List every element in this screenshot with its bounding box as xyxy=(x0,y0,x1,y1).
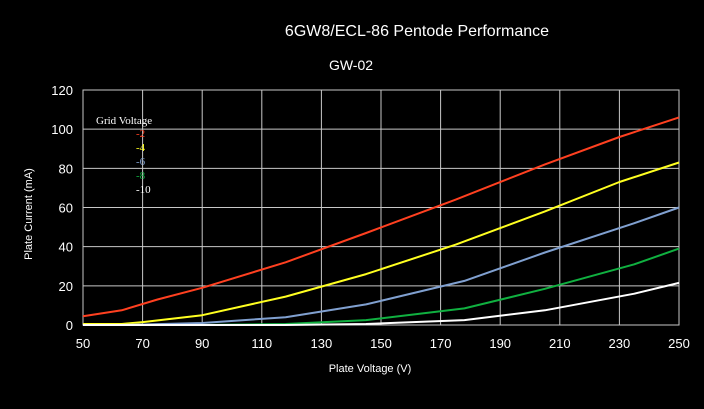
legend: Grid Voltage -2 -4 -6 -8 -10 xyxy=(96,115,152,196)
x-tick-label: 90 xyxy=(195,336,209,351)
legend-title: Grid Voltage xyxy=(96,115,152,127)
legend-entry: -10 xyxy=(136,184,151,196)
x-tick-label: 230 xyxy=(609,336,631,351)
x-tick-label: 190 xyxy=(489,336,511,351)
x-tick-label: 170 xyxy=(430,336,452,351)
legend-entry: -8 xyxy=(136,170,146,182)
legend-entry: -4 xyxy=(136,142,146,154)
y-tick-label: 40 xyxy=(59,240,73,255)
x-tick-label: 150 xyxy=(370,336,392,351)
series-line-neg4 xyxy=(83,161,680,325)
y-tick-label: 100 xyxy=(51,122,73,137)
legend-entry: -2 xyxy=(136,128,145,140)
x-tick-label: 210 xyxy=(549,336,571,351)
y-tick-label: 120 xyxy=(51,83,73,98)
tick-layer: 50 70 90 110 130 150 170 190 210 230 250 0 20 40 60 80 1… xyxy=(51,83,690,351)
x-tick-label: 50 xyxy=(76,336,90,351)
y-tick-label: 0 xyxy=(66,318,73,333)
grid-layer xyxy=(82,89,680,326)
y-axis-label: Plate Current (mA) xyxy=(23,168,35,260)
x-tick-label: 110 xyxy=(251,336,272,351)
x-tick-label: 250 xyxy=(668,336,690,351)
chart-title: 6GW8/ECL-86 Pentode Performance xyxy=(285,23,549,40)
y-tick-label: 20 xyxy=(59,279,73,294)
legend-entry: -6 xyxy=(136,156,146,168)
y-tick-label: 60 xyxy=(59,201,73,216)
series-line-neg10 xyxy=(83,281,680,326)
x-tick-label: 70 xyxy=(135,336,149,351)
x-tick-label: 130 xyxy=(311,336,333,351)
chart-subtitle: GW-02 xyxy=(329,57,373,73)
series-layer xyxy=(82,116,680,326)
series-line-neg2 xyxy=(82,116,680,318)
x-axis-label: Plate Voltage (V) xyxy=(329,363,412,375)
y-tick-label: 80 xyxy=(59,161,73,176)
